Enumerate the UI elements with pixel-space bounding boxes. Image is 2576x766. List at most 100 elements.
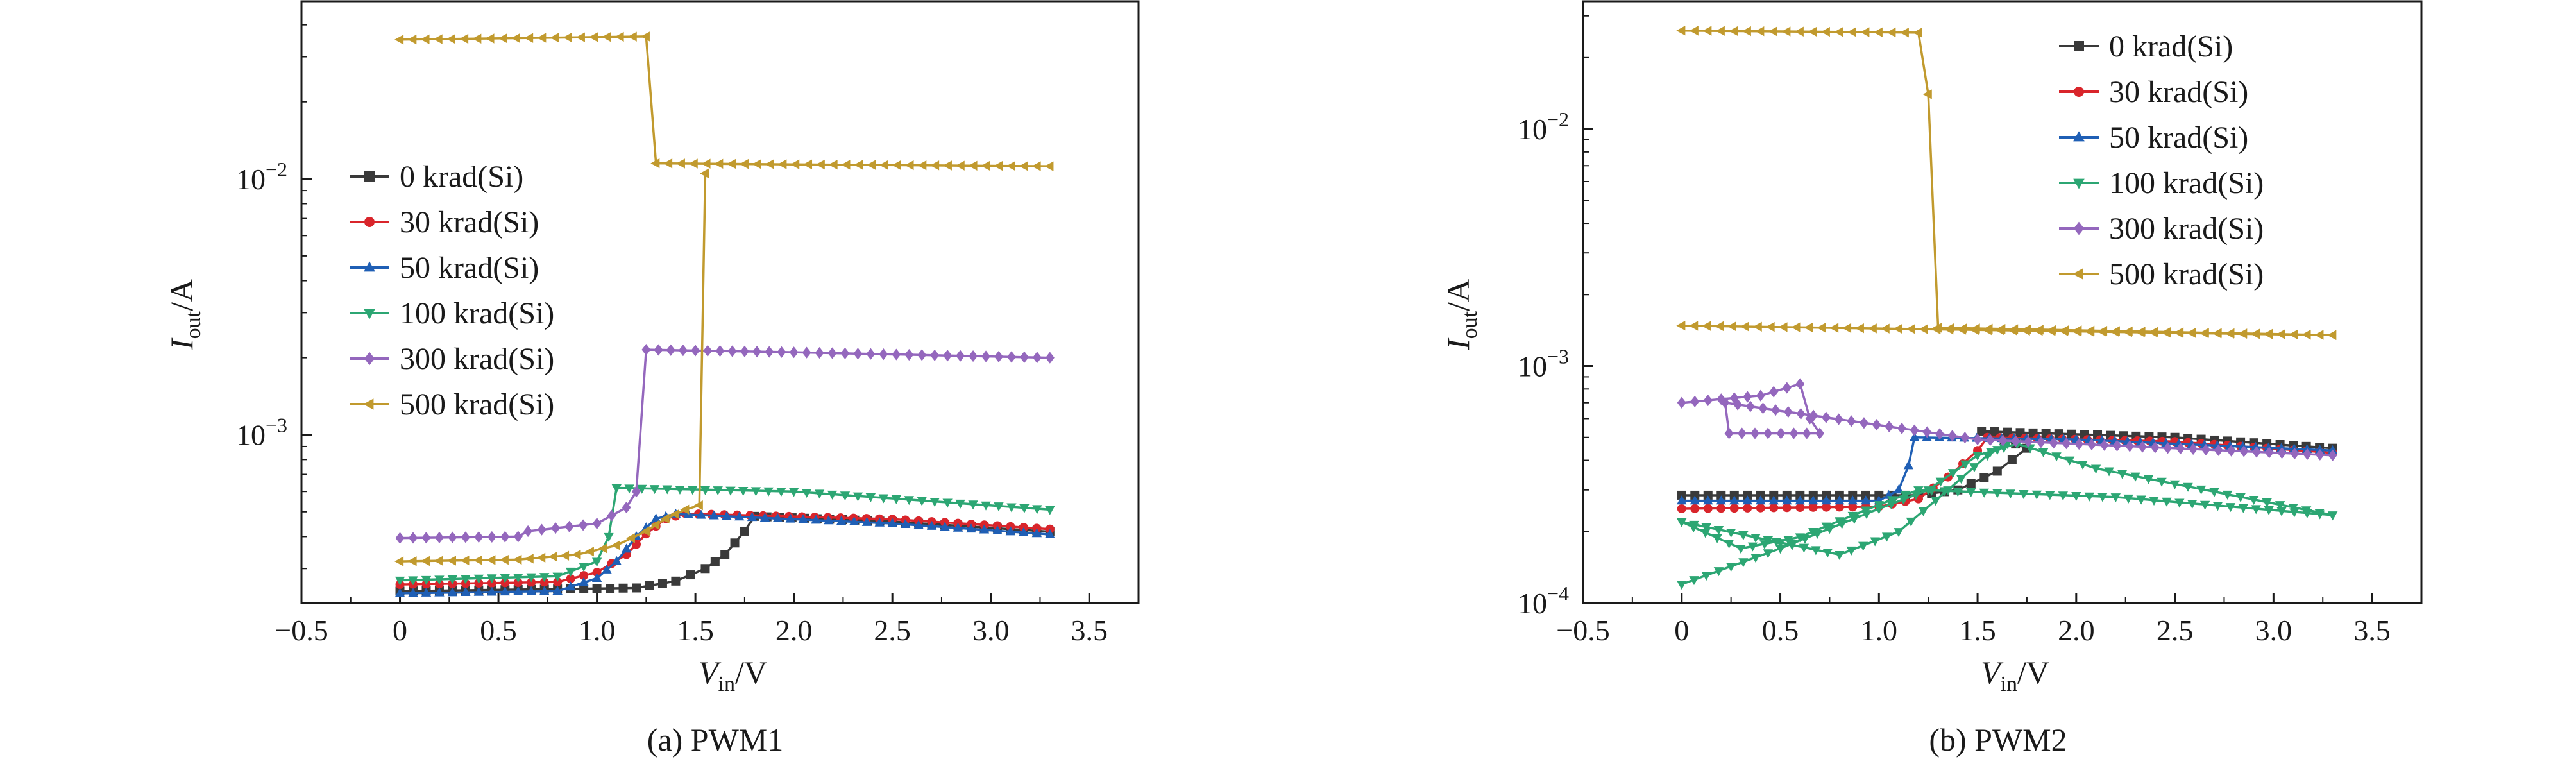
series-line [400, 512, 1050, 586]
data-point [2212, 328, 2222, 339]
data-point [725, 486, 736, 496]
data-point [930, 160, 940, 171]
data-point [1729, 504, 1739, 513]
data-point [1795, 378, 1805, 390]
data-point [1740, 321, 1749, 332]
data-point [709, 510, 719, 520]
data-point [1005, 526, 1016, 536]
data-point [2097, 493, 2108, 502]
data-point [739, 158, 749, 169]
data-point [1795, 503, 1805, 513]
data-point [1690, 395, 1700, 408]
data-point [1756, 503, 1765, 513]
data-point [1689, 520, 1699, 530]
data-point [1817, 323, 1826, 333]
data-point [968, 160, 978, 171]
data-point [1874, 501, 1884, 511]
data-point [1045, 506, 1055, 515]
data-point [1992, 489, 2003, 498]
data-point [474, 531, 484, 543]
data-point [621, 543, 632, 553]
data-point [487, 574, 497, 584]
data-point [2117, 470, 2128, 479]
data-point [2314, 330, 2324, 340]
data-point [394, 588, 405, 597]
data-point [2138, 441, 2148, 453]
data-point [1821, 522, 1831, 532]
data-point [408, 588, 418, 597]
data-point [1861, 506, 1871, 516]
data-point [524, 33, 534, 43]
data-point [2136, 495, 2146, 505]
data-point [1733, 398, 1743, 411]
data-point [815, 346, 824, 359]
data-point [2289, 443, 2300, 453]
data-point [2276, 507, 2287, 516]
data-point [1821, 411, 1831, 423]
data-point [1870, 537, 1880, 547]
data-point [485, 33, 495, 44]
data-point [2011, 435, 2021, 447]
data-point [446, 34, 455, 44]
data-point [1944, 324, 1954, 335]
data-point [696, 509, 706, 519]
data-point [2235, 493, 2246, 502]
data-point [1689, 26, 1699, 36]
data-point [2209, 488, 2219, 497]
data-point [1893, 323, 1902, 334]
data-point [956, 350, 965, 362]
data-point [1690, 490, 1700, 500]
data-point [1796, 407, 1806, 420]
data-point [579, 584, 589, 593]
data-point [611, 484, 622, 493]
data-point [421, 532, 431, 544]
data-point [979, 524, 990, 534]
legend-item: 0 krad(Si) [350, 160, 523, 194]
data-point [776, 488, 786, 497]
data-point [433, 34, 443, 44]
series-2 [1677, 432, 2338, 505]
data-point [917, 349, 927, 361]
data-point [1677, 504, 1686, 513]
data-point [788, 488, 799, 497]
data-point [2123, 494, 2133, 504]
data-point [874, 517, 885, 527]
data-point [700, 486, 711, 495]
data-point [1992, 466, 2002, 476]
data-point [461, 575, 471, 584]
data-point [2090, 464, 2101, 474]
data-point [1835, 502, 1844, 512]
data-point [461, 587, 471, 597]
data-point [420, 34, 430, 44]
legend-label: 30 krad(Si) [400, 205, 539, 239]
data-point [981, 350, 991, 362]
data-point [409, 532, 418, 544]
data-point [700, 564, 710, 574]
data-point [1847, 27, 1856, 37]
series-6 [394, 168, 709, 566]
data-point [2143, 475, 2154, 484]
data-point [2161, 327, 2171, 338]
legend-marker [363, 398, 374, 410]
series-line [400, 486, 1050, 582]
legend-marker [2074, 87, 2084, 97]
data-point [560, 550, 570, 561]
data-point [752, 346, 762, 358]
data-point [790, 159, 800, 169]
data-point [1960, 460, 1970, 470]
data-point [1019, 527, 1029, 536]
data-point [640, 31, 650, 42]
data-point [900, 519, 911, 529]
data-point [853, 348, 863, 360]
data-point [1006, 161, 1015, 171]
data-point [552, 585, 563, 595]
data-point [611, 540, 620, 550]
chart-panel-b: −0.5 0 0.5 1.0 1.5 2.0 2.5 3.0 3.5 10−4 10−3 10−2 0 … [1440, 0, 2423, 758]
data-point [841, 160, 851, 170]
data-point [511, 33, 520, 44]
data-point [1741, 26, 1751, 37]
data-point [2263, 329, 2273, 339]
data-point [1006, 351, 1016, 363]
data-point [2314, 444, 2325, 454]
legend-item: 30 krad(Si) [2059, 75, 2248, 109]
